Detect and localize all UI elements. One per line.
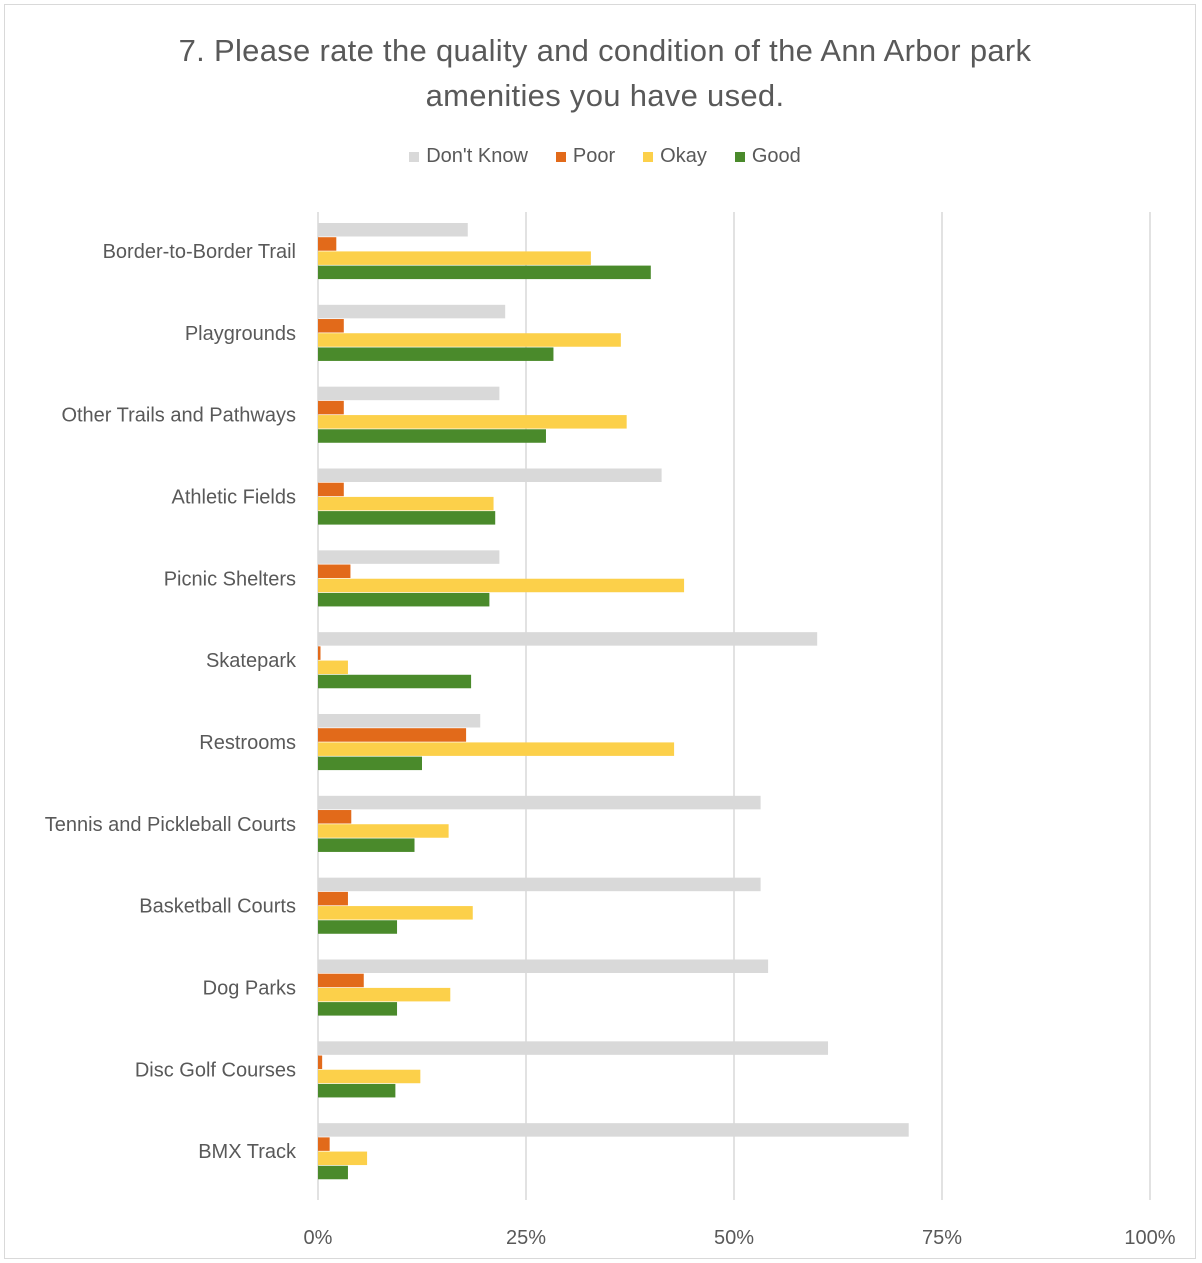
bar-okay [318,987,451,1002]
category-label: Picnic Shelters [164,568,296,590]
bar-good [318,1083,396,1098]
category-group: Tennis and Pickleball Courts [45,795,761,852]
bar-poor [318,1137,330,1151]
bar-okay [318,824,449,838]
bar-okay [318,415,627,429]
legend-swatch [555,151,566,162]
bar-poor [318,482,344,497]
bar-don-t-know [318,223,468,237]
x-tick-label: 50% [714,1227,754,1249]
legend: Don't Know Poor Okay Good [0,145,1202,168]
bar-poor [318,319,344,333]
bar-poor [318,728,467,742]
bar-don-t-know [318,550,500,564]
chart-title-line-2: amenities you have used. [425,78,785,113]
bar-poor [318,400,344,415]
bar-good [318,838,415,852]
category-label: Tennis and Pickleball Courts [45,814,296,836]
x-tick-label: 25% [506,1227,546,1249]
category-group: BMX Track [198,1123,909,1180]
category-label: BMX Track [198,1141,297,1163]
bar-okay [318,742,675,756]
bar-good [318,1002,398,1016]
bar-poor [318,646,321,660]
category-group: Restrooms [199,714,675,771]
legend-swatch [734,151,745,162]
legend-label: Okay [660,145,707,167]
category-group: Picnic Shelters [164,550,685,607]
bar-okay [318,251,591,265]
bar-okay [318,1069,421,1084]
bar-good [318,592,490,607]
bar-poor [318,810,352,824]
chart-title: 7. Please rate the quality and condition… [0,28,1202,118]
bar-good [318,429,546,443]
bar-good [318,920,398,934]
category-group: Skatepark [206,632,818,689]
legend-item-2: Okay [643,145,707,168]
bar-okay [318,333,621,347]
category-group: Athletic Fields [172,468,662,525]
legend-item-1: Poor [555,145,616,168]
category-group: Other Trails and Pathways [61,386,627,443]
category-group: Playgrounds [185,304,621,361]
legend-swatch [409,151,420,162]
x-tick-label: 100% [1124,1227,1175,1249]
category-group: Disc Golf Courses [135,1041,829,1098]
legend-swatch [643,151,654,162]
category-label: Playgrounds [185,323,296,345]
category-label: Other Trails and Pathways [61,405,296,427]
legend-label: Don't Know [426,145,528,167]
bar-okay [318,660,348,675]
bar-don-t-know [318,1123,909,1137]
category-group: Dog Parks [203,959,769,1016]
bar-good [318,756,422,771]
category-label: Basketball Courts [139,896,296,918]
bar-poor [318,564,351,579]
bar-good [318,674,472,689]
bar-okay [318,906,473,920]
bar-poor [318,237,337,251]
bar-poor [318,1055,323,1070]
category-group: Border-to-Border Trail [103,223,651,280]
bar-don-t-know [318,468,662,482]
category-label: Skatepark [206,650,297,672]
x-tick-label: 0% [304,1227,333,1249]
x-tick-label: 75% [922,1227,962,1249]
category-label: Disc Golf Courses [135,1059,296,1081]
bar-don-t-know [318,714,481,728]
bar-don-t-know [318,877,761,892]
category-group: Basketball Courts [139,877,761,934]
bar-good [318,1165,348,1180]
bar-okay [318,578,685,593]
bar-good [318,265,651,280]
legend-item-0: Don't Know [409,145,528,168]
bar-good [318,511,496,525]
bar-poor [318,891,348,906]
bar-poor [318,973,364,988]
bar-don-t-know [318,386,500,401]
bar-don-t-know [318,959,769,973]
category-label: Dog Parks [203,978,296,1000]
bar-okay [318,1151,368,1166]
category-label: Border-to-Border Trail [103,241,296,263]
category-label: Restrooms [199,732,296,754]
bar-good [318,347,554,361]
legend-item-3: Good [734,145,801,168]
chart-title-line-1: 7. Please rate the quality and condition… [178,33,1032,68]
bar-don-t-know [318,795,761,810]
bar-don-t-know [318,304,506,319]
legend-label: Poor [572,145,616,167]
bar-okay [318,496,494,511]
legend-label: Good [751,145,801,167]
bar-don-t-know [318,1041,829,1055]
category-label: Athletic Fields [172,487,297,509]
bar-don-t-know [318,632,818,646]
